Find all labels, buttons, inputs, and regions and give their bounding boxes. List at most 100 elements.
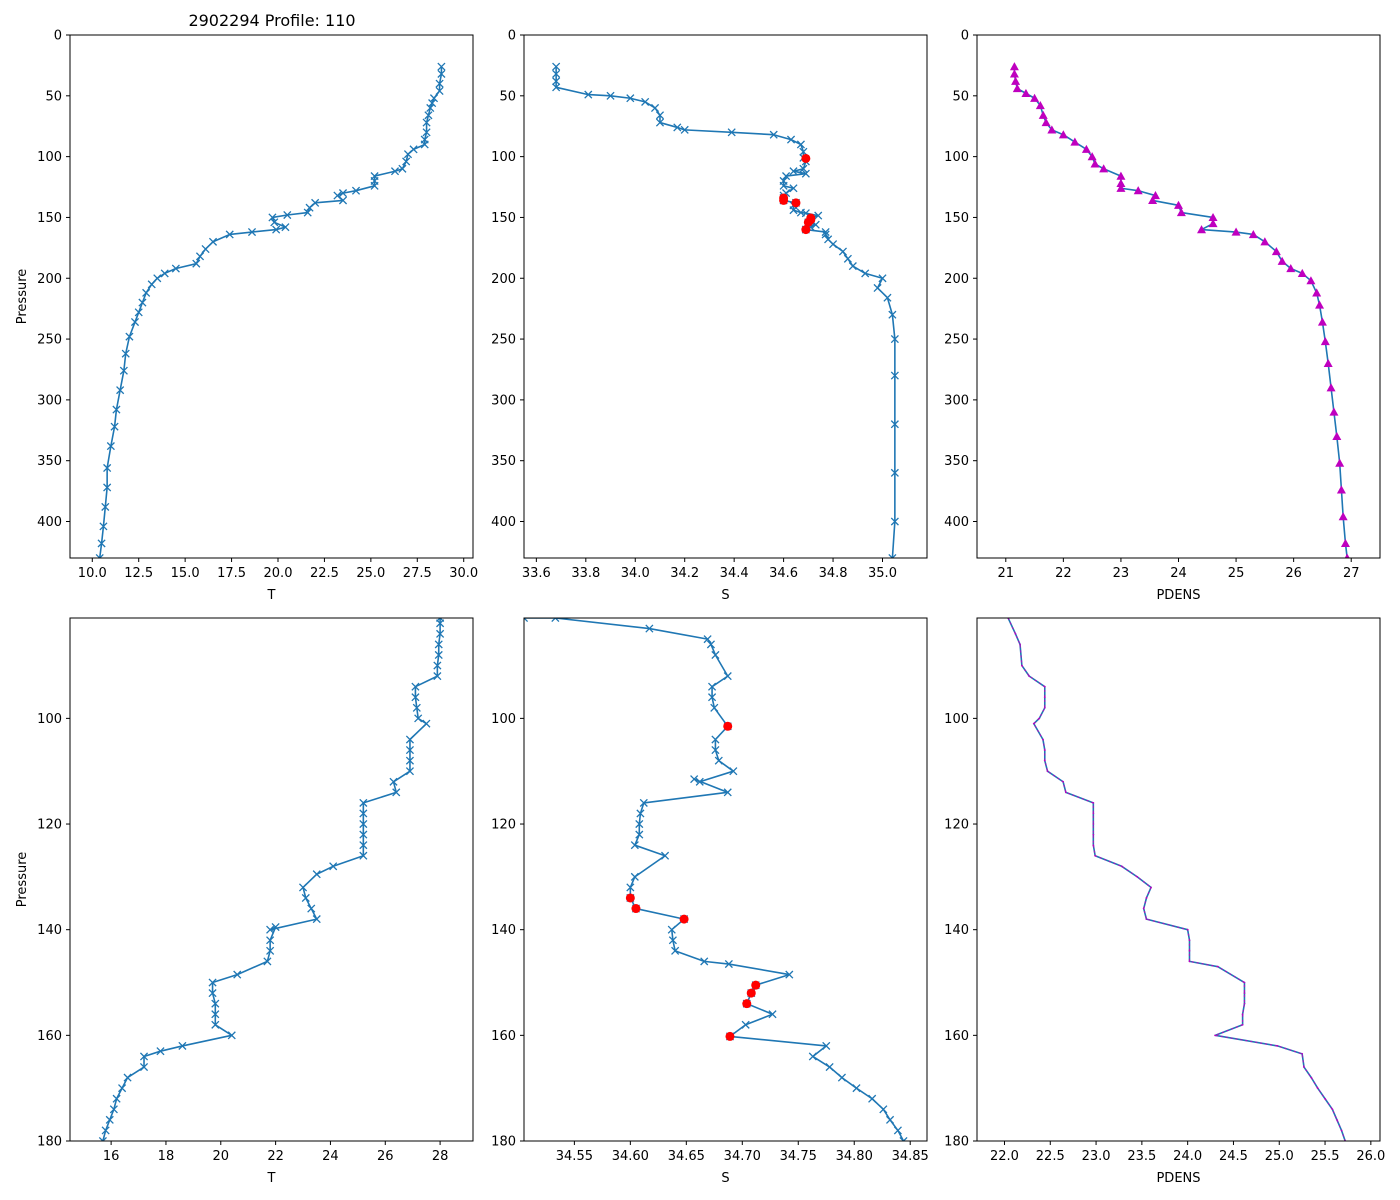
temp-zoom-point-marker bbox=[312, 915, 321, 924]
temp-full-point-marker bbox=[437, 62, 446, 71]
sal-full-xlabel: S bbox=[721, 588, 729, 603]
temp-zoom-point-marker bbox=[436, 629, 445, 638]
dens-full-point-marker bbox=[1058, 130, 1068, 139]
sal-zoom-flagged-point bbox=[723, 721, 733, 731]
dens-full-ytick-label: 300 bbox=[944, 393, 969, 408]
temp-zoom-xtick-label: 22 bbox=[267, 1149, 284, 1164]
temp-full-xtick-label: 15.0 bbox=[171, 566, 200, 581]
dens-full-point-marker bbox=[1116, 178, 1126, 187]
dens-full-point-marker bbox=[1070, 137, 1080, 146]
sal-full-point-marker bbox=[890, 335, 899, 344]
sal-full-point-marker bbox=[673, 123, 682, 132]
sal-zoom-point-marker bbox=[668, 936, 677, 945]
temp-full-point-marker bbox=[130, 317, 140, 327]
temp-full-point-marker bbox=[268, 213, 277, 222]
sal-zoom-point-marker bbox=[723, 672, 732, 681]
temp-full-point-marker bbox=[103, 463, 112, 473]
sal-zoom-point-marker bbox=[630, 841, 639, 850]
dens-full-point-marker bbox=[1012, 84, 1022, 93]
temp-full-xtick-label: 20.0 bbox=[264, 566, 293, 581]
temp-zoom-point-marker bbox=[208, 978, 217, 987]
dens-full-frame bbox=[976, 34, 1381, 559]
dens-zoom-point-marker bbox=[1092, 844, 1095, 847]
sal-full-point-marker bbox=[828, 240, 838, 249]
sal-full-xtick-label: 34.8 bbox=[819, 566, 848, 581]
temp-zoom-point-marker bbox=[422, 719, 431, 728]
temp-zoom-point-marker bbox=[359, 819, 368, 829]
dens-full-point-marker bbox=[1336, 485, 1346, 494]
sal-full-point-marker bbox=[890, 420, 899, 429]
temp-full-xtick-label: 25.0 bbox=[356, 566, 385, 581]
sal-zoom-point-marker bbox=[630, 872, 639, 881]
sal-full-point-marker bbox=[814, 211, 823, 220]
dens-full-point-marker bbox=[1197, 225, 1207, 234]
temp-full-point-marker bbox=[435, 86, 444, 96]
sal-full-point-marker bbox=[552, 69, 561, 78]
sal-full-point-marker bbox=[727, 128, 736, 137]
dens-full-xtick-label: 21 bbox=[998, 566, 1015, 581]
sal-zoom-ytick-label: 180 bbox=[491, 1135, 516, 1150]
temp-full-ticks: 10.0 12.5 15.0 17.5 20.0 22.5 25.0 27.5 30.0 0 50 1… bbox=[37, 29, 478, 582]
temp-full-point-marker bbox=[97, 539, 106, 548]
temp-zoom-xtick-label: 18 bbox=[158, 1149, 175, 1164]
temp-full-ytick-label: 350 bbox=[37, 454, 62, 469]
dens-full-xtick-label: 22 bbox=[1055, 566, 1072, 581]
temp-zoom-point-marker bbox=[405, 756, 415, 765]
sal-full-point-marker bbox=[888, 553, 897, 558]
temp-zoom-point-marker bbox=[208, 989, 217, 998]
dens-zoom-xlabel: PDENS bbox=[1156, 1171, 1200, 1186]
dens-full-point-marker bbox=[1338, 512, 1348, 521]
dens-zoom-point-marker bbox=[1120, 865, 1123, 868]
temp-full-point-marker bbox=[305, 203, 314, 212]
sal-full-flagged-point bbox=[779, 195, 789, 205]
dens-full-point-marker bbox=[1035, 101, 1045, 110]
sal-zoom-point-marker bbox=[706, 640, 716, 649]
sal-full-point-marker bbox=[838, 247, 847, 256]
temp-full-point-marker bbox=[116, 386, 125, 395]
sal-full-point-marker bbox=[890, 468, 899, 477]
temp-zoom-xtick-label: 26 bbox=[377, 1149, 394, 1164]
sal-zoom-flagged-point bbox=[631, 904, 641, 914]
temp-zoom-point-marker bbox=[298, 883, 308, 892]
temp-zoom-ytick-label: 120 bbox=[37, 818, 62, 833]
sal-full-data bbox=[552, 62, 899, 558]
dens-zoom-ytick-label: 160 bbox=[944, 1029, 969, 1044]
dens-full-xtick-label: 25 bbox=[1228, 566, 1245, 581]
temp-full-panel: 10.0 12.5 15.0 17.5 20.0 22.5 25.0 27.5 30.0 0 50 1… bbox=[15, 29, 478, 604]
dens-zoom-xtick-label: 25.0 bbox=[1265, 1149, 1294, 1164]
temp-zoom-xtick-label: 20 bbox=[213, 1149, 230, 1164]
dens-zoom-ticks: 22.0 22.5 23.0 23.5 24.0 24.5 25.0 25.5 26.0 100 1… bbox=[944, 712, 1385, 1164]
temp-zoom-point-marker bbox=[434, 640, 443, 649]
dens-full-point-marker bbox=[1231, 227, 1241, 236]
temp-full-data bbox=[95, 62, 446, 558]
temp-zoom-point-marker bbox=[411, 693, 420, 702]
temp-zoom-point-marker bbox=[123, 1073, 132, 1082]
temp-full-point-marker bbox=[351, 186, 361, 195]
dens-zoom-xtick-label: 23.5 bbox=[1127, 1149, 1156, 1164]
temp-full-point-marker bbox=[283, 210, 292, 220]
temp-zoom-point-marker bbox=[436, 619, 445, 628]
temp-full-ytick-label: 150 bbox=[37, 211, 62, 226]
sal-zoom-flagged-point bbox=[725, 1031, 735, 1041]
temp-full-ytick-label: 200 bbox=[37, 272, 62, 287]
temp-full-point-marker bbox=[121, 349, 130, 358]
temp-zoom-point-marker bbox=[98, 1136, 107, 1141]
temp-full-point-marker bbox=[138, 298, 147, 307]
temp-zoom-point-marker bbox=[301, 893, 310, 903]
sal-zoom-point-marker bbox=[551, 618, 560, 623]
dens-full-point-marker bbox=[1312, 288, 1322, 297]
sal-zoom-point-marker bbox=[710, 703, 719, 712]
sal-zoom-point-marker bbox=[724, 959, 733, 969]
temp-full-point-marker bbox=[247, 227, 257, 237]
dens-zoom-point-marker bbox=[1064, 791, 1067, 794]
temp-zoom-ylabel: Pressure bbox=[15, 852, 30, 908]
sal-full-point-marker bbox=[799, 164, 808, 173]
temp-full-xtick-label: 27.5 bbox=[403, 566, 432, 581]
dens-full-ytick-label: 150 bbox=[944, 211, 969, 226]
temp-full-ytick-label: 400 bbox=[37, 515, 62, 530]
temp-full-point-marker bbox=[429, 94, 439, 103]
temp-zoom-point-marker bbox=[211, 999, 220, 1008]
temp-full-point-marker bbox=[370, 181, 379, 190]
sal-zoom-xtick-label: 34.75 bbox=[780, 1149, 817, 1164]
dens-full-point-marker bbox=[1208, 219, 1218, 228]
